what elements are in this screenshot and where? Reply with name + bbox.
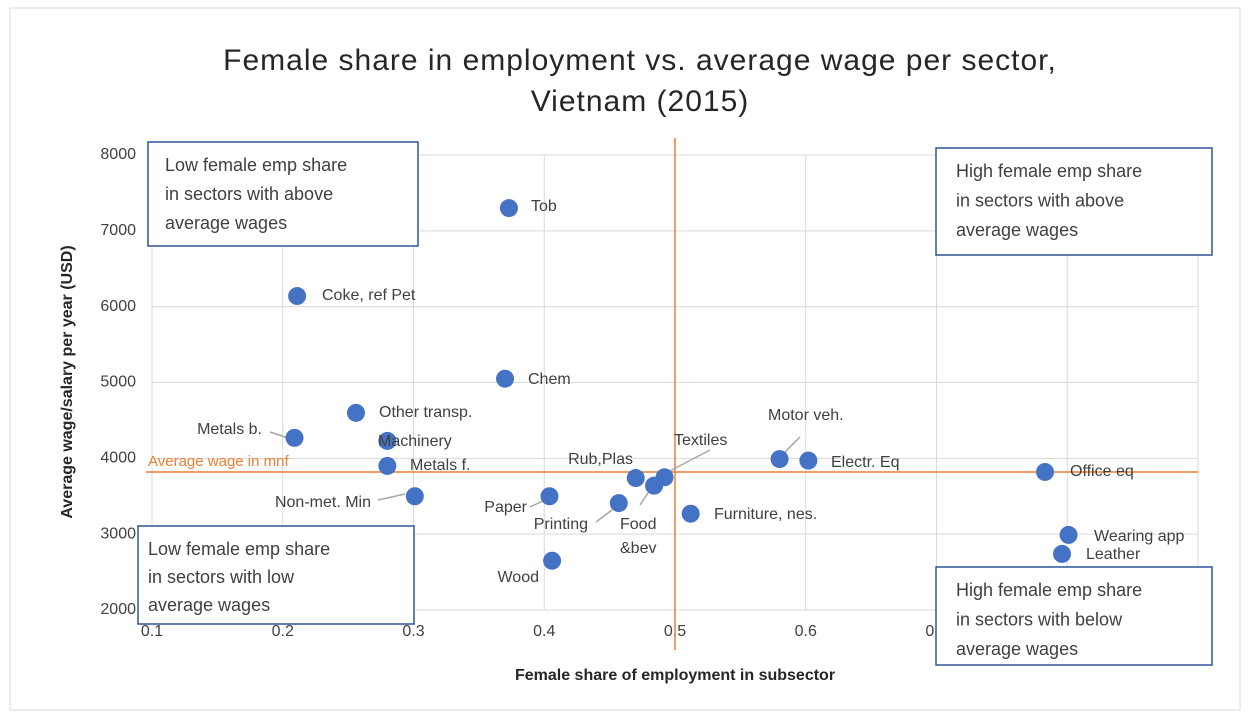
average-label: Average wage in mnf bbox=[148, 453, 289, 470]
quadrant-box: High female emp share in sectors with bel… bbox=[935, 566, 1213, 666]
point-label: Textiles bbox=[674, 432, 727, 449]
point-label: Printing bbox=[534, 516, 588, 533]
point-label: Other transp. bbox=[379, 404, 472, 421]
point-label: Paper bbox=[484, 499, 527, 516]
point-label: Leather bbox=[1086, 546, 1141, 563]
y-tick-label: 5000 bbox=[100, 374, 136, 391]
x-tick-label: 0.3 bbox=[402, 623, 424, 640]
quadrant-box: Low female emp share in sectors with abov… bbox=[147, 141, 419, 247]
point-label: Motor veh. bbox=[768, 407, 844, 424]
point-label: Rub,Plas bbox=[568, 451, 633, 468]
x-axis-title: Female share of employment in subsector bbox=[515, 667, 835, 684]
y-axis-title: Average wage/salary per year (USD) bbox=[59, 245, 76, 518]
point-label: Metals b. bbox=[197, 421, 262, 438]
y-tick-label: 7000 bbox=[100, 222, 136, 239]
point-label: Food bbox=[620, 516, 656, 533]
point bbox=[609, 494, 628, 513]
leader-line bbox=[667, 449, 711, 473]
point bbox=[655, 468, 674, 487]
point bbox=[378, 456, 397, 475]
point-label: Machinery bbox=[378, 433, 452, 450]
point bbox=[496, 369, 515, 388]
box-text: in sectors with low bbox=[148, 567, 295, 587]
x-tick-label: 0.2 bbox=[272, 623, 294, 640]
point-label: Chem bbox=[528, 371, 571, 388]
box-text: Low female emp share bbox=[165, 155, 347, 175]
box-text: Low female emp share bbox=[148, 539, 330, 559]
point-label: &bev bbox=[620, 540, 656, 557]
y-tick-label: 6000 bbox=[100, 298, 136, 315]
point bbox=[799, 451, 818, 470]
box-text: in sectors with above bbox=[956, 190, 1124, 210]
box-text: in sectors with above bbox=[165, 184, 333, 204]
point bbox=[346, 403, 365, 422]
quadrant-box: High female emp share in sectors with abo… bbox=[935, 147, 1213, 256]
chart-title: Vietnam (2015) bbox=[531, 85, 750, 118]
leader-line bbox=[595, 509, 613, 523]
point-label: Coke, ref Pet bbox=[322, 287, 416, 304]
box-text: in sectors with below bbox=[956, 609, 1123, 629]
point bbox=[405, 487, 424, 506]
y-tick-label: 3000 bbox=[100, 525, 136, 542]
leader-line bbox=[377, 493, 406, 501]
quadrant-box: Low female emp share in sectors with low a… bbox=[137, 525, 415, 625]
point bbox=[540, 487, 559, 506]
point-label: Wearing app bbox=[1094, 528, 1185, 545]
point-label: Office eq bbox=[1070, 463, 1134, 480]
point bbox=[1036, 462, 1055, 481]
leader-line bbox=[784, 436, 801, 453]
x-tick-label: 0.6 bbox=[795, 623, 817, 640]
box-text: average wages bbox=[956, 639, 1078, 659]
box-text: High female emp share bbox=[956, 161, 1142, 181]
point bbox=[285, 428, 304, 447]
point bbox=[626, 469, 645, 488]
point-label: Metals f. bbox=[410, 457, 470, 474]
box-text: average wages bbox=[956, 220, 1078, 240]
point bbox=[1059, 525, 1078, 544]
point bbox=[288, 287, 307, 306]
y-tick-label: 2000 bbox=[100, 601, 136, 618]
box-frame bbox=[147, 141, 419, 247]
point-label: Furniture, nes. bbox=[714, 506, 817, 523]
box-frame bbox=[935, 147, 1213, 256]
point bbox=[378, 431, 397, 450]
point-label: Non-met. Min bbox=[275, 494, 371, 511]
point bbox=[681, 504, 700, 523]
y-tick-label: 8000 bbox=[100, 146, 136, 163]
box-text: average wages bbox=[148, 595, 270, 615]
point bbox=[770, 450, 789, 469]
box-frame bbox=[137, 525, 415, 625]
point-label: Tob bbox=[531, 198, 557, 215]
point bbox=[1053, 544, 1072, 563]
box-text: average wages bbox=[165, 213, 287, 233]
box-frame bbox=[935, 566, 1213, 666]
x-tick-label: 0.4 bbox=[533, 623, 555, 640]
box-text: High female emp share bbox=[956, 580, 1142, 600]
chart-title: Female share in employment vs. average w… bbox=[223, 44, 1057, 77]
point-label: Electr. Eq bbox=[831, 454, 899, 471]
point-label: Wood bbox=[497, 569, 539, 586]
x-tick-label: 0.1 bbox=[141, 623, 163, 640]
point bbox=[499, 199, 518, 218]
point bbox=[543, 551, 562, 570]
y-tick-label: 4000 bbox=[100, 450, 136, 467]
leader-line bbox=[269, 431, 289, 439]
